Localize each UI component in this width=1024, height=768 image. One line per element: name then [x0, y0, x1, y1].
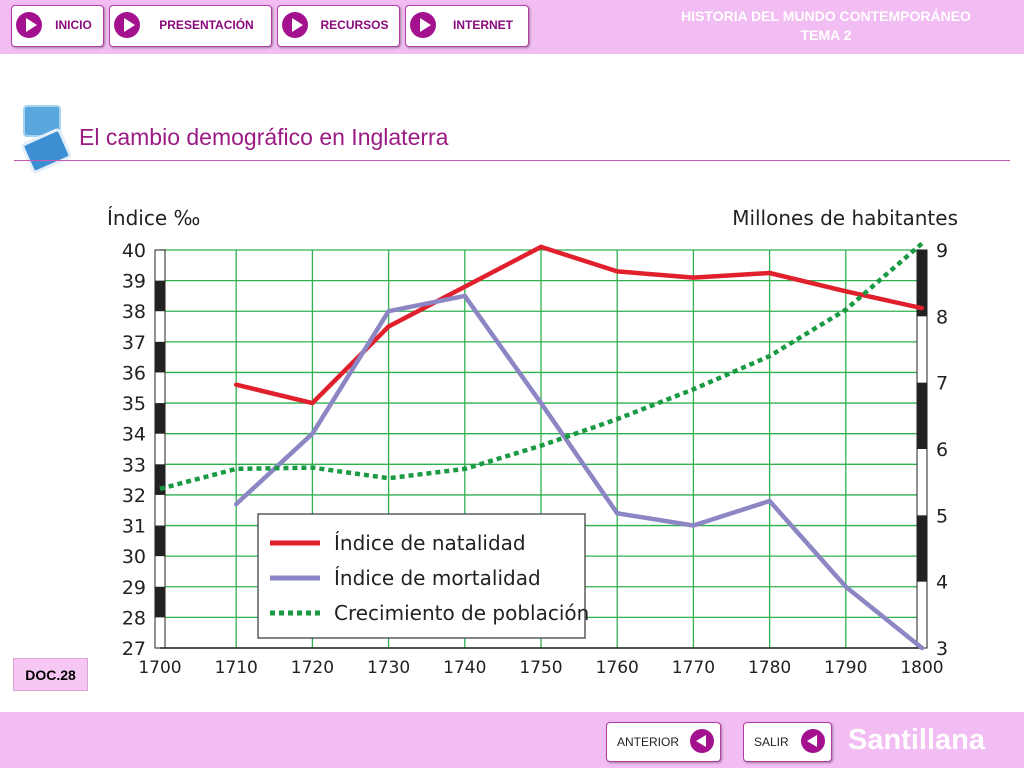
- bottom-bar: [0, 712, 1024, 768]
- recursos-button[interactable]: RECURSOS: [277, 5, 400, 47]
- salir-button[interactable]: SALIR: [743, 722, 832, 762]
- x-tick-label: 1730: [367, 658, 410, 678]
- x-tick-label: 1740: [443, 658, 486, 678]
- left-axis-bar-segment: [155, 464, 165, 495]
- chart-axes: [154, 249, 928, 649]
- chart-series: [159, 241, 925, 651]
- y2-axis-label: Millones de habitantes: [732, 206, 958, 230]
- anterior-button[interactable]: ANTERIOR: [606, 722, 721, 762]
- document-icon: [21, 105, 72, 174]
- y-tick-label: 39: [122, 271, 146, 293]
- y-tick-label: 37: [122, 332, 146, 354]
- y2-tick-label: 5: [936, 505, 948, 527]
- x-tick-label: 1800: [900, 658, 943, 678]
- x-tick-label: 1780: [748, 658, 791, 678]
- poblacion-line: [159, 241, 924, 491]
- x-tick-label: 1750: [519, 658, 562, 678]
- doc-badge: DOC.28: [13, 658, 88, 691]
- y-tick-label: 34: [122, 424, 146, 446]
- play-icon: [282, 12, 308, 38]
- salir-label: SALIR: [754, 735, 789, 749]
- right-axis-bar-segment: [917, 382, 927, 449]
- chart-legend: Índice de natalidad Índice de mortalidad C…: [257, 513, 589, 639]
- page-title: El cambio demográfico en Inglaterra: [79, 124, 449, 150]
- y-tick-label: 28: [122, 607, 146, 629]
- presentacion-button[interactable]: PRESENTACIÓN: [109, 5, 272, 47]
- recursos-label: RECURSOS: [320, 18, 389, 32]
- presentacion-label: PRESENTACIÓN: [159, 18, 254, 32]
- title-divider: [14, 160, 1010, 161]
- play-icon: [410, 12, 436, 38]
- play-icon: [16, 12, 42, 38]
- back-arrow-icon: [690, 729, 714, 753]
- y-tick-label: 31: [122, 516, 146, 538]
- legend-label: Índice de natalidad: [334, 531, 526, 555]
- course-title-line2: TEMA 2: [800, 27, 852, 43]
- y-axis-label: Índice ‰: [107, 206, 200, 230]
- y2-tick-label: 9: [936, 240, 948, 262]
- left-axis-bar-segment: [155, 341, 165, 373]
- x-tick-label: 1790: [824, 658, 867, 678]
- inicio-button[interactable]: INICIO: [11, 5, 104, 47]
- back-arrow-icon: [801, 729, 825, 753]
- x-tick-label: 1710: [215, 658, 258, 678]
- inicio-label: INICIO: [55, 18, 92, 32]
- y2-tick-label: 7: [936, 373, 948, 395]
- brand-logo: Santillana: [848, 724, 985, 756]
- course-title-line1: HISTORIA DEL MUNDO CONTEMPORÁNEO: [681, 8, 971, 24]
- y-tick-label: 40: [122, 240, 146, 262]
- y2-tick-label: 8: [936, 306, 948, 328]
- y-tick-label: 36: [122, 362, 146, 384]
- x-tick-label: 1720: [291, 658, 334, 678]
- left-axis-bar-segment: [155, 403, 165, 434]
- mortalidad-line: [233, 293, 925, 651]
- internet-label: INTERNET: [453, 18, 513, 32]
- y-tick-label: 30: [122, 546, 146, 568]
- left-axis-bar-segment: [155, 586, 165, 618]
- natalidad-line: [233, 244, 925, 406]
- legend-label: Crecimiento de población: [334, 601, 589, 625]
- y2-tick-label: 6: [936, 439, 948, 461]
- y-tick-label: 32: [122, 485, 146, 507]
- internet-button[interactable]: INTERNET: [405, 5, 529, 47]
- y-tick-label: 35: [122, 393, 146, 415]
- legend-label: Índice de mortalidad: [334, 566, 541, 590]
- y-tick-label: 27: [122, 638, 146, 660]
- left-axis-bar-segment: [155, 280, 165, 312]
- play-icon: [114, 12, 140, 38]
- course-title: HISTORIA DEL MUNDO CONTEMPORÁNEO TEMA 2: [646, 7, 1006, 45]
- x-tick-label: 1760: [596, 658, 639, 678]
- y2-tick-label: 3: [936, 638, 948, 660]
- x-tick-label: 1700: [138, 658, 181, 678]
- anterior-label: ANTERIOR: [617, 735, 680, 749]
- right-axis-bar-segment: [917, 250, 927, 317]
- right-axis-bar-segment: [917, 515, 927, 582]
- x-tick-label: 1770: [672, 658, 715, 678]
- y-tick-label: 29: [122, 577, 146, 599]
- y2-tick-label: 4: [936, 572, 948, 594]
- y-tick-label: 38: [122, 301, 146, 323]
- y-tick-label: 33: [122, 454, 146, 476]
- left-axis-bar-segment: [155, 525, 165, 557]
